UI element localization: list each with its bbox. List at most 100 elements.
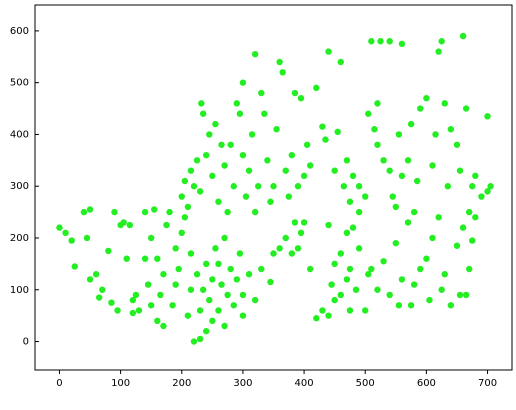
point: [334, 128, 341, 136]
point: [297, 229, 305, 237]
point: [469, 183, 476, 190]
point: [313, 315, 320, 322]
point: [362, 193, 369, 200]
point: [199, 286, 207, 293]
point: [96, 294, 103, 301]
point: [346, 198, 354, 205]
point: [343, 229, 351, 237]
point: [273, 126, 280, 133]
point: [282, 167, 289, 174]
point: [129, 309, 137, 317]
point: [395, 131, 403, 138]
point: [300, 172, 308, 180]
point: [319, 123, 326, 130]
point: [453, 141, 461, 148]
point: [184, 203, 192, 211]
point: [465, 208, 473, 216]
point: [212, 120, 219, 128]
point: [99, 286, 106, 293]
point: [215, 198, 222, 205]
y-tick-label: 300: [10, 181, 29, 192]
point: [349, 224, 357, 231]
point: [469, 237, 476, 244]
point: [251, 50, 259, 58]
point: [251, 296, 259, 304]
point: [248, 131, 256, 138]
point: [233, 276, 241, 283]
point: [86, 276, 94, 283]
point: [236, 110, 244, 117]
point: [325, 48, 332, 55]
point: [181, 214, 189, 221]
point: [187, 286, 195, 293]
point: [417, 105, 424, 112]
point: [203, 151, 210, 159]
point: [270, 250, 277, 257]
point: [233, 100, 241, 107]
x-tick-label: 300: [233, 378, 252, 389]
point: [218, 141, 225, 148]
point: [349, 172, 357, 180]
point: [261, 110, 268, 117]
point: [251, 208, 259, 216]
point: [230, 183, 237, 190]
point: [184, 312, 192, 319]
point: [297, 94, 305, 102]
point: [221, 322, 228, 330]
y-tick-label: 600: [10, 26, 29, 37]
point: [267, 198, 274, 205]
y-tick-label: 400: [10, 129, 29, 140]
point: [294, 245, 302, 252]
point: [151, 206, 158, 213]
point: [325, 221, 332, 229]
point: [291, 219, 299, 226]
point: [456, 167, 464, 174]
point: [472, 214, 479, 221]
point: [426, 296, 433, 304]
point: [267, 278, 274, 286]
y-tick-label: 100: [10, 285, 29, 296]
point: [224, 208, 231, 216]
point: [328, 281, 335, 288]
point: [291, 89, 299, 97]
point: [242, 193, 250, 200]
point: [368, 38, 375, 45]
point: [258, 89, 265, 97]
point: [355, 245, 363, 252]
point: [80, 208, 88, 216]
point: [68, 237, 75, 244]
point: [62, 229, 69, 237]
point: [392, 239, 400, 247]
point: [398, 172, 406, 180]
point: [380, 157, 387, 164]
point: [331, 296, 338, 304]
point: [294, 183, 302, 190]
point: [105, 247, 112, 255]
point: [172, 281, 179, 288]
point: [459, 32, 467, 40]
point: [374, 100, 381, 107]
x-tick-label: 400: [295, 378, 314, 389]
point: [285, 193, 292, 200]
point: [147, 302, 155, 309]
point: [365, 110, 372, 117]
point: [438, 38, 445, 45]
point: [172, 245, 179, 252]
point: [438, 286, 445, 293]
point: [264, 157, 271, 164]
point: [346, 265, 354, 273]
point: [487, 183, 494, 190]
point: [423, 94, 430, 102]
point: [484, 113, 491, 120]
point: [417, 265, 424, 273]
point: [441, 100, 448, 107]
point: [453, 242, 461, 249]
point: [282, 234, 289, 242]
point: [441, 271, 448, 278]
point: [270, 183, 277, 190]
point: [92, 271, 100, 278]
y-tick-label: 0: [23, 337, 29, 348]
point: [386, 291, 393, 299]
point: [352, 286, 360, 293]
